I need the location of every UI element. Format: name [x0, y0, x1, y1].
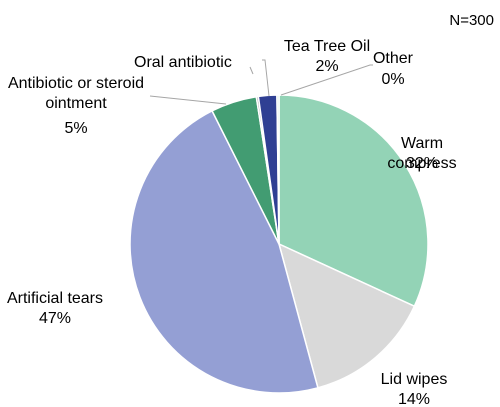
- leader-lines: [149, 59, 373, 105]
- pie-slice-artificial-tears: [129, 109, 319, 394]
- slice-label-warm-compress-1: compress: [387, 155, 456, 172]
- slice-value-tea-tree-oil: 2%: [315, 58, 338, 75]
- slice-label-oral-antibiotic: Oral antibiotic: [134, 54, 232, 71]
- slice-label-antibiotic-or-steroid-ointment-1: ointment: [45, 95, 107, 112]
- slice-label-tea-tree-oil: Tea Tree Oil: [284, 38, 370, 55]
- leader-line-other: [280, 64, 373, 96]
- sample-size-note: N=300: [449, 12, 494, 29]
- leader-line-oral-antibiotic: [249, 66, 254, 75]
- slice-value-artificial-tears: 47%: [39, 310, 71, 327]
- slice-label-other: Other: [373, 50, 414, 67]
- slice-label-warm-compress-0: Warm: [401, 135, 443, 152]
- slice-value-antibiotic-or-steroid-ointment: 5%: [64, 120, 87, 137]
- pie-slice-warm-compress: [278, 94, 429, 308]
- slice-label-lid-wipes: Lid wipes: [381, 371, 448, 388]
- leader-line-antibiotic-or-steroid-ointment: [149, 95, 227, 105]
- pie-slice-other: [276, 94, 280, 245]
- slice-value-lid-wipes: 14%: [398, 391, 430, 407]
- pie-slices: [129, 94, 429, 394]
- slice-value-warm-compress: 32%: [406, 155, 438, 172]
- leader-line-tea-tree-oil: [262, 59, 270, 97]
- pie-slice-lid-wipes: [277, 242, 416, 389]
- slice-label-artificial-tears: Artificial tears: [7, 290, 103, 307]
- slice-label-antibiotic-or-steroid-ointment-0: Antibiotic or steroid: [8, 75, 144, 92]
- slice-value-other: 0%: [381, 71, 404, 88]
